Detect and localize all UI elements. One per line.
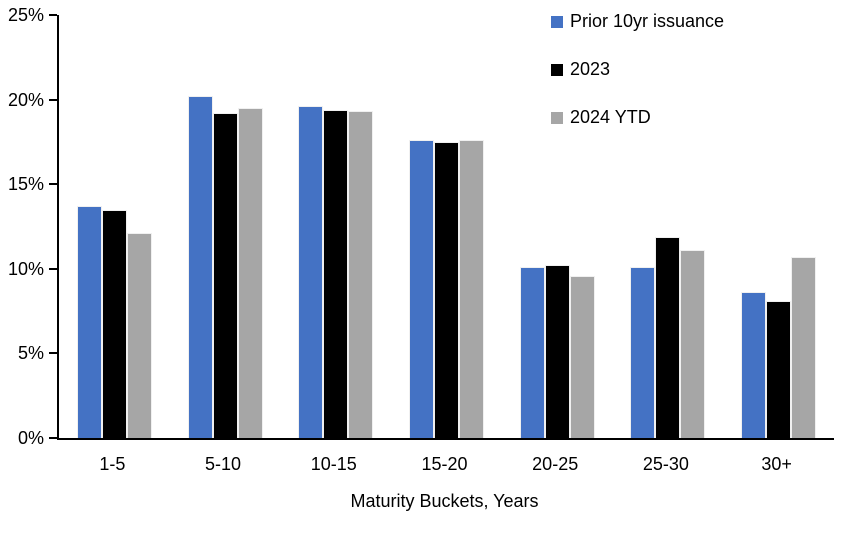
legend-label: 2023 (570, 59, 611, 79)
x-tick-label: 10-15 (310, 454, 357, 474)
bar (101, 209, 127, 438)
x-tick-label: 30+ (761, 454, 792, 474)
y-tick-label: 10% (7, 258, 44, 279)
bar (212, 113, 238, 438)
y-axis-labels: 0% 5% 10% 15% 20% 25% (0, 5, 44, 448)
bar (348, 111, 374, 438)
y-tick-label: 0% (17, 428, 44, 448)
bar (409, 140, 434, 438)
legend-label: Prior 10yr issuance (570, 11, 725, 31)
bar (126, 233, 152, 438)
x-axis-labels: 1-5 5-10 10-15 15-20 20-25 25-30 30+ (57, 453, 832, 475)
y-tick (49, 14, 57, 16)
y-tick (49, 267, 57, 270)
y-tick-label: 20% (7, 89, 44, 110)
bar (741, 292, 767, 438)
bar (630, 267, 656, 438)
legend-item: Prior 10yr issuance (551, 11, 724, 32)
legend-swatch-icon (551, 111, 563, 124)
bar (766, 300, 792, 438)
x-tick-label: 20-25 (532, 454, 579, 474)
bar (323, 109, 349, 438)
y-tick (49, 183, 57, 186)
bar (298, 106, 324, 438)
bar (519, 267, 545, 438)
legend-item: 2024 YTD (551, 107, 724, 128)
x-axis-title: Maturity Buckets, Years (350, 491, 539, 511)
bar (569, 275, 595, 438)
bar (680, 250, 706, 438)
bar (237, 108, 263, 438)
y-tick (49, 352, 57, 355)
legend-label: 2024 YTD (570, 107, 651, 127)
y-tick (49, 98, 57, 101)
bar (791, 256, 817, 438)
legend-swatch-icon (551, 15, 563, 28)
y-tick-label: 15% (7, 174, 44, 195)
bar (434, 141, 459, 438)
legend-swatch-icon (551, 63, 563, 76)
bar (459, 140, 484, 438)
x-tick-label: 25-30 (642, 454, 689, 474)
legend-item: 2023 (551, 59, 724, 80)
bar (76, 206, 102, 438)
x-tick-label: 5-10 (205, 454, 242, 474)
y-tick (49, 437, 57, 439)
plot-area (49, 14, 834, 440)
legend: Prior 10yr issuance 2023 2024 YTD (551, 11, 724, 155)
x-tick-label: 15-20 (421, 454, 468, 474)
x-tick-label: 1-5 (99, 454, 126, 474)
y-tick-label: 5% (17, 343, 44, 364)
bar (655, 236, 681, 438)
y-tick-label: 25% (7, 5, 44, 25)
bar (187, 96, 213, 438)
bar (544, 265, 570, 438)
